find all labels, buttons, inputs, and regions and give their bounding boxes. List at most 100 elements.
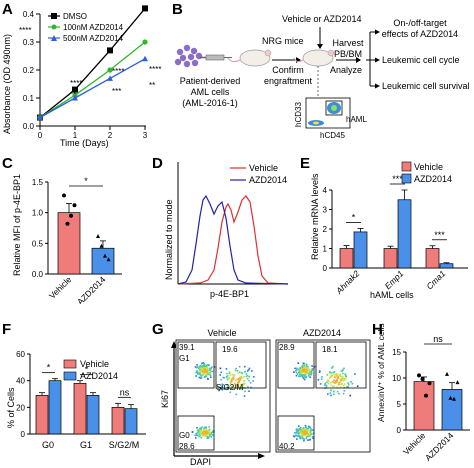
event-dot xyxy=(327,382,330,385)
event-dot xyxy=(305,431,308,434)
event-dot xyxy=(236,384,239,387)
sig-mark: **** xyxy=(70,79,82,88)
panel-f: F % of Cells 0 20 40 60 G0 * G1 * S/G2/M ns Vehic… xyxy=(2,321,146,450)
event-dot xyxy=(341,383,343,385)
event-dot xyxy=(302,366,304,369)
event-dot xyxy=(307,372,310,375)
event-dot xyxy=(211,370,214,373)
data-point xyxy=(455,380,460,385)
event-dot xyxy=(305,363,308,366)
event-dot xyxy=(332,371,334,374)
data-point xyxy=(65,221,70,226)
histogram-azd2014 xyxy=(177,194,289,285)
event-dot xyxy=(326,374,329,376)
tick-label: 0 xyxy=(38,131,43,140)
flow-gate-label: hAML xyxy=(346,115,367,124)
event-dot xyxy=(208,364,210,366)
y-axis-label: Relative MFI of p-4E-BP1 xyxy=(12,174,22,276)
event-dot xyxy=(204,429,206,432)
event-dot xyxy=(330,374,333,377)
gate-name: G1 xyxy=(179,354,190,363)
tick-label: 0.2 xyxy=(23,66,35,75)
sig-mark: * xyxy=(352,212,356,222)
data-point xyxy=(107,47,113,54)
event-dot xyxy=(200,428,202,431)
event-dot xyxy=(334,382,336,384)
event-dot xyxy=(243,395,246,397)
sig-mark: * xyxy=(84,176,88,186)
event-dot xyxy=(226,384,228,386)
category-label: Ahnak2 xyxy=(333,268,361,296)
panel-letter: A xyxy=(2,1,13,18)
quadrant-value: 39.1 xyxy=(179,343,195,352)
event-dot xyxy=(221,383,223,386)
event-dot xyxy=(242,383,245,385)
event-dot xyxy=(296,373,299,376)
event-dot xyxy=(237,378,240,380)
event-dot xyxy=(198,430,200,432)
event-dot xyxy=(302,368,305,371)
event-dot xyxy=(200,433,203,436)
event-dot xyxy=(327,380,330,382)
event-dot xyxy=(298,428,300,431)
event-dot xyxy=(220,371,223,374)
tick-label: 3 xyxy=(143,131,148,140)
event-dot xyxy=(302,362,305,365)
series-line xyxy=(39,7,146,119)
event-dot xyxy=(331,380,334,383)
event-dot xyxy=(298,430,301,433)
event-dot xyxy=(195,432,197,435)
event-dot xyxy=(341,377,344,379)
data-point xyxy=(72,203,77,208)
event-dot xyxy=(329,392,332,394)
event-dot xyxy=(207,377,209,380)
event-dot xyxy=(311,365,313,367)
event-dot xyxy=(306,365,308,368)
tick-label: 1 xyxy=(73,131,78,140)
event-dot xyxy=(222,376,224,379)
tick-label: 0.0 xyxy=(32,270,44,279)
legend-entry: AZD2014 xyxy=(249,175,287,185)
event-dot xyxy=(305,426,307,428)
event-dot xyxy=(304,374,307,376)
event-dot xyxy=(330,381,332,384)
gate-sg2m xyxy=(215,341,267,389)
event-dot xyxy=(297,430,299,432)
event-dot xyxy=(303,430,305,432)
event-dot xyxy=(318,371,321,373)
legend-entry: Vehicle xyxy=(249,163,278,173)
event-dot xyxy=(324,382,326,384)
event-dot xyxy=(229,380,232,383)
event-dot xyxy=(308,370,311,373)
event-dot xyxy=(225,376,228,378)
event-dot xyxy=(307,369,310,371)
event-dot xyxy=(311,367,314,370)
bar xyxy=(441,389,463,431)
event-dot xyxy=(226,378,229,381)
panel-d: D Normalized to mode p-4E-BP1 Vehicle AZ… xyxy=(152,155,289,299)
event-dot xyxy=(329,371,331,373)
event-dot xyxy=(301,375,304,378)
event-dot xyxy=(296,434,298,437)
tick-label: 60 xyxy=(16,350,25,359)
panel-e: E Relative mRNA levels hAML cells 0 1 2 3 4 A… xyxy=(300,155,468,300)
bar xyxy=(86,394,100,435)
event-dot xyxy=(241,377,243,379)
tick-label: 0 xyxy=(323,264,328,273)
event-dot xyxy=(307,439,309,441)
event-dot xyxy=(203,368,205,370)
event-dot xyxy=(332,391,335,393)
event-dot xyxy=(200,436,203,439)
sig-mark: *** xyxy=(392,174,403,184)
event-dot xyxy=(207,437,210,439)
y-axis-label: Normalized to mode xyxy=(164,199,174,280)
syringe-icon xyxy=(200,54,232,61)
event-dot xyxy=(199,370,201,372)
outcome-label: On-/off-target xyxy=(393,18,447,28)
y-axis-label: Relative mRNA levels xyxy=(310,173,320,260)
event-dot xyxy=(303,364,306,367)
flow-y-label: hCD33 xyxy=(294,102,303,127)
event-dot xyxy=(343,378,346,380)
bar xyxy=(35,394,49,435)
event-dot xyxy=(295,369,297,372)
